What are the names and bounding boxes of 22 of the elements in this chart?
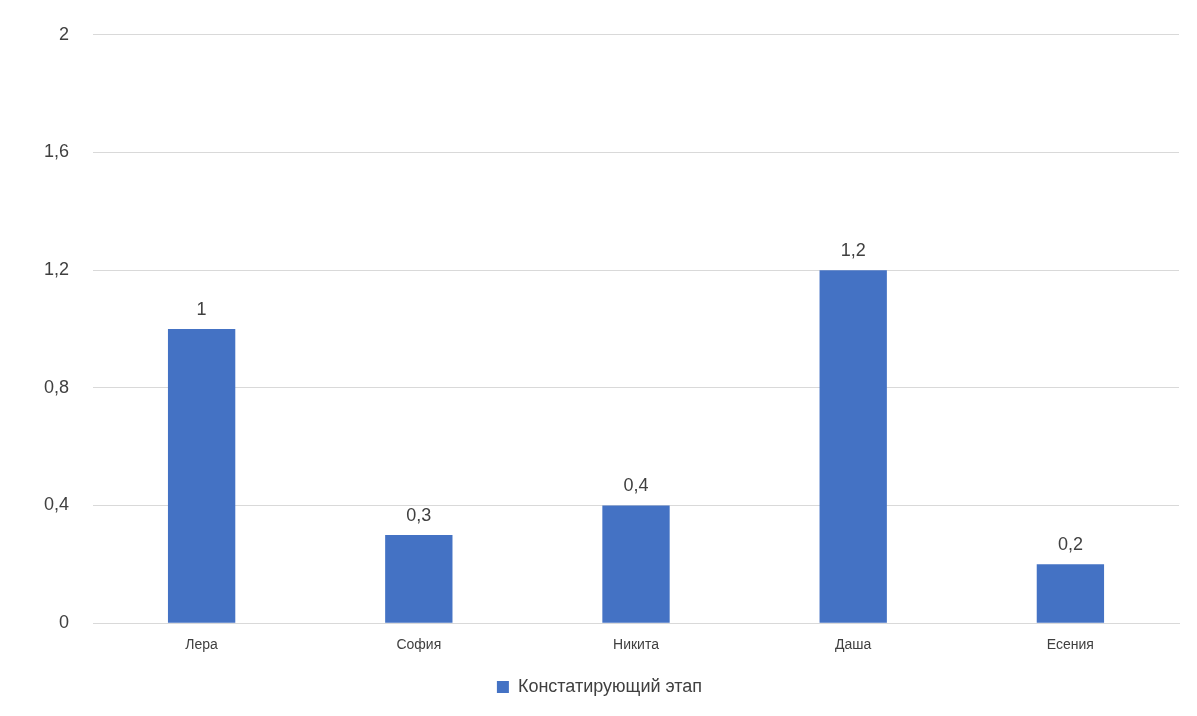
data-label: 1,2 — [840, 240, 866, 261]
y-tick-label: 1,2 — [43, 259, 70, 280]
y-tick-label: 0,8 — [43, 376, 70, 397]
bar — [819, 270, 887, 623]
x-tick-label: Никита — [613, 636, 660, 653]
y-tick-label: 0,4 — [43, 494, 70, 515]
data-label: 0,2 — [1057, 534, 1083, 555]
legend-label: Констатирующий этап — [517, 675, 703, 696]
x-tick-label: София — [396, 636, 442, 653]
bar — [385, 534, 453, 623]
bar — [1036, 564, 1105, 623]
y-tick-label: 2 — [59, 23, 70, 44]
bar — [167, 329, 236, 623]
bar — [602, 505, 670, 623]
x-tick-label: Даша — [835, 636, 872, 653]
data-label: 0,4 — [623, 475, 649, 496]
data-label: 0,3 — [406, 504, 432, 525]
data-label: 1 — [196, 298, 207, 319]
y-tick-label: 1,6 — [43, 141, 70, 162]
x-tick-label: Лера — [185, 636, 219, 653]
y-tick-label: 0 — [59, 612, 70, 633]
x-tick-label: Есения — [1046, 636, 1094, 653]
